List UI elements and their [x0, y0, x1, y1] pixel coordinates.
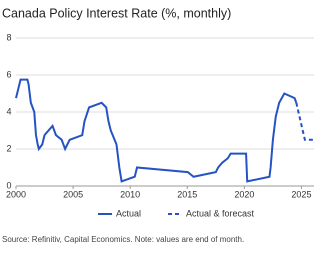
y-tick-label: 8	[6, 32, 11, 42]
x-tick-label: 2010	[120, 189, 140, 199]
x-tick-label: 2015	[177, 189, 197, 199]
legend-label: Actual & forecast	[186, 208, 255, 218]
y-tick-label: 2	[6, 143, 11, 153]
y-tick-label: 6	[6, 69, 11, 79]
y-tick-label: 4	[6, 106, 11, 116]
x-tick-label: 2005	[63, 189, 83, 199]
data-line	[15, 78, 298, 183]
source-note: Source: Refinitiv, Capital Economics. No…	[2, 235, 244, 244]
chart-title: Canada Policy Interest Rate (%, monthly)	[2, 6, 231, 20]
x-tick-label: 2000	[6, 189, 26, 199]
x-tick-label: 2020	[234, 189, 254, 199]
legend-label: Actual	[116, 208, 141, 218]
y-tick-label: 0	[6, 180, 11, 190]
x-tick-label: 2025	[291, 189, 311, 199]
data-line	[295, 102, 314, 141]
